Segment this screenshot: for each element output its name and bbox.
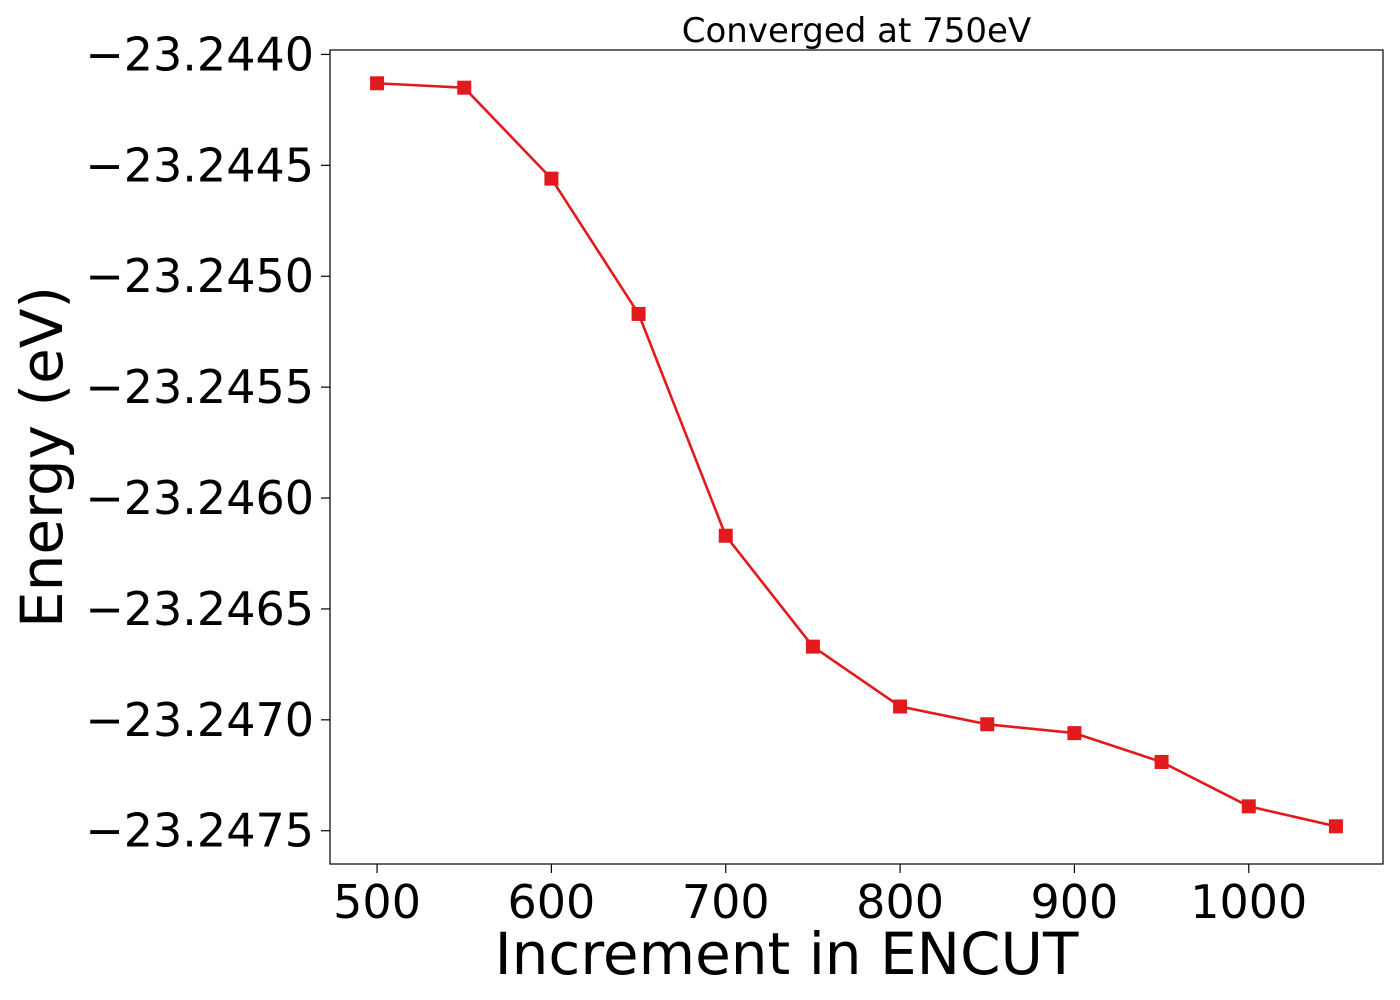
data-point (1067, 726, 1082, 741)
y-tick-label: −23.2440 (85, 27, 314, 81)
y-tick-label: −23.2470 (85, 693, 314, 747)
data-point (370, 76, 385, 91)
y-axis: −23.2440 −23.2445 −23.2450 −23.2455 −23.2460… (85, 27, 330, 858)
data-point (1241, 799, 1256, 814)
x-tick-label: 900 (1031, 875, 1119, 929)
x-tick-label: 1000 (1190, 875, 1307, 929)
data-point (980, 717, 995, 732)
x-tick-label: 800 (856, 875, 944, 929)
data-point (893, 699, 908, 714)
y-tick-label: −23.2475 (85, 804, 314, 858)
x-tick-label: 600 (508, 875, 596, 929)
x-axis-label: Increment in ENCUT (495, 920, 1079, 988)
data-point (805, 639, 820, 654)
y-tick-label: −23.2460 (85, 471, 314, 525)
series-line (377, 82, 1337, 828)
y-axis-label: Energy (eV) (8, 286, 76, 628)
data-point (544, 171, 559, 186)
x-axis: 500 600 700 800 900 1000 (333, 864, 1307, 929)
y-tick-label: −23.2450 (85, 249, 314, 303)
y-tick-label: −23.2455 (85, 360, 314, 414)
series-layer (370, 76, 1343, 834)
y-tick-label: −23.2445 (85, 138, 314, 192)
y-tick-label: −23.2465 (85, 582, 314, 636)
data-point (718, 528, 733, 543)
chart-title: Converged at 750eV (682, 11, 1031, 51)
plot-frame (329, 49, 1384, 865)
x-tick-label: 500 (333, 875, 421, 929)
data-point (1328, 819, 1343, 834)
data-point (457, 80, 472, 95)
data-point (1154, 754, 1169, 769)
plot-area (330, 50, 1383, 864)
data-point (631, 306, 646, 321)
x-tick-label: 700 (682, 875, 770, 929)
